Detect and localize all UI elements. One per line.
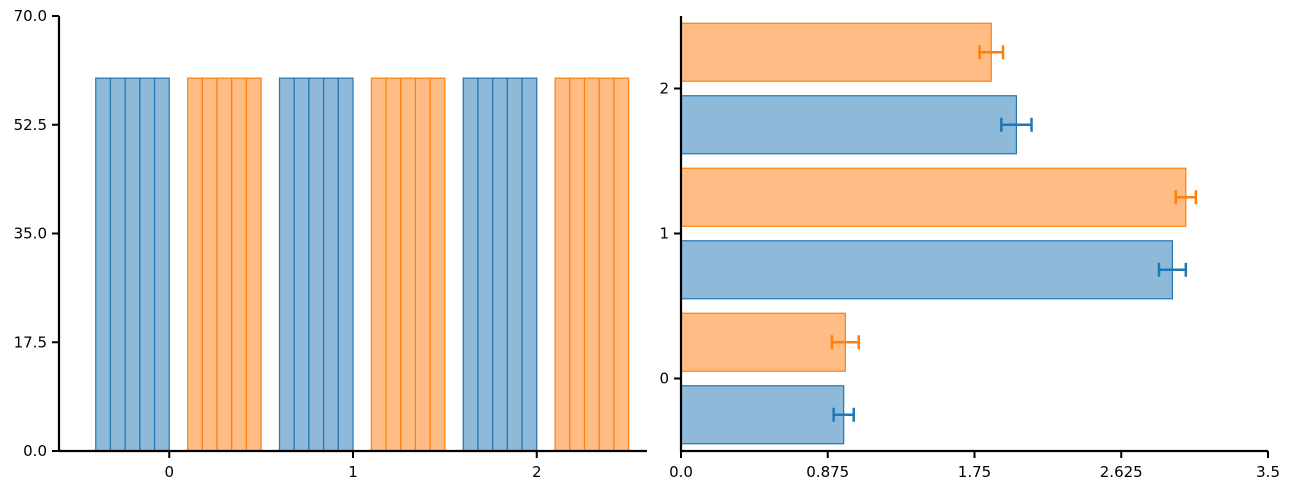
bar-orange-3-3 bbox=[414, 77, 431, 452]
hbar-blue-2 bbox=[680, 95, 1018, 155]
bar-orange-3-4 bbox=[429, 77, 446, 452]
bar-blue-4-0 bbox=[462, 77, 479, 452]
bar-orange-5-1 bbox=[569, 77, 586, 452]
x-tick-label: 2 bbox=[532, 463, 542, 481]
x-tick-label: 2.625 bbox=[1100, 463, 1143, 481]
x-tick-label: 0.875 bbox=[806, 463, 849, 481]
bar-orange-5-0 bbox=[554, 77, 571, 452]
bar-orange-5-2 bbox=[583, 77, 600, 452]
bar-blue-2-3 bbox=[323, 77, 339, 452]
bar-blue-4-1 bbox=[477, 77, 494, 452]
hbar-orange-0 bbox=[680, 312, 846, 372]
bar-orange-1-3 bbox=[231, 77, 248, 452]
x-tick-label: 0 bbox=[164, 463, 174, 481]
bar-blue-2-1 bbox=[293, 77, 310, 452]
hbar-blue-1 bbox=[680, 240, 1174, 300]
bar-orange-1-2 bbox=[216, 77, 233, 452]
hbar-blue-0 bbox=[680, 385, 845, 445]
bar-blue-0-4 bbox=[153, 77, 170, 452]
bar-blue-4-2 bbox=[492, 77, 508, 452]
y-tick-label: 2 bbox=[659, 80, 669, 98]
bar-orange-3-2 bbox=[400, 77, 417, 452]
left-bar-chart: 0.0 17.5 35.0 52.5 70.0 0 1 2 bbox=[14, 7, 647, 481]
bar-blue-2-4 bbox=[337, 77, 354, 452]
bar-blue-4-3 bbox=[506, 77, 523, 452]
bar-blue-2-0 bbox=[278, 77, 295, 452]
x-tick-label: 3.5 bbox=[1256, 463, 1280, 481]
bar-blue-0-0 bbox=[95, 77, 112, 452]
y-tick-label: 35.0 bbox=[14, 225, 47, 243]
x-tick-label: 1.75 bbox=[958, 463, 991, 481]
bar-orange-5-3 bbox=[598, 77, 615, 452]
y-tick-label: 1 bbox=[659, 225, 669, 243]
bar-orange-3-1 bbox=[385, 77, 402, 452]
hbar-orange-1 bbox=[680, 167, 1187, 227]
bar-orange-3-0 bbox=[370, 77, 387, 452]
y-tick-label: 52.5 bbox=[14, 116, 47, 134]
x-tick-label: 0.0 bbox=[669, 463, 693, 481]
bar-blue-2-2 bbox=[308, 77, 325, 452]
bar-orange-1-0 bbox=[187, 77, 203, 452]
bar-orange-1-4 bbox=[245, 77, 262, 452]
bar-blue-4-4 bbox=[521, 77, 538, 452]
x-tick-label: 1 bbox=[348, 463, 358, 481]
bar-orange-5-4 bbox=[613, 77, 630, 452]
right-horizontal-bar-chart: 0.0 0.875 1.75 2.625 3.5 0 1 2 bbox=[659, 16, 1280, 481]
y-tick-label: 0 bbox=[659, 370, 669, 388]
bar-orange-1-1 bbox=[201, 77, 218, 452]
y-tick-label: 0.0 bbox=[23, 442, 47, 460]
y-tick-label: 70.0 bbox=[14, 7, 47, 25]
bar-blue-0-1 bbox=[109, 77, 126, 452]
bar-blue-0-2 bbox=[124, 77, 141, 452]
y-tick-label: 17.5 bbox=[14, 333, 47, 351]
bar-blue-0-3 bbox=[139, 77, 156, 452]
hbar-orange-2 bbox=[680, 22, 992, 82]
